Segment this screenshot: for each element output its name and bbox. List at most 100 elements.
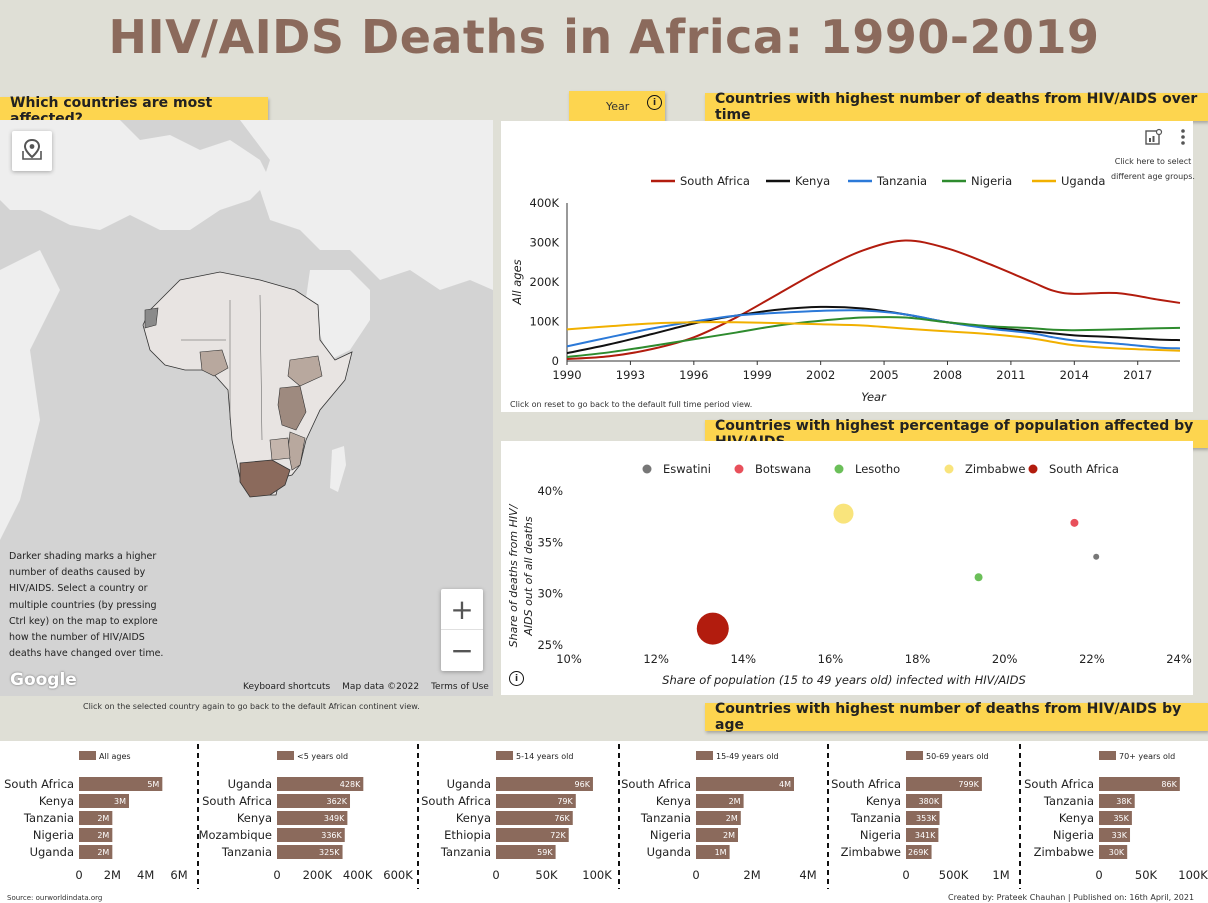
bar[interactable] [906,794,943,808]
bar[interactable] [906,828,939,842]
bar-category-label: South Africa [4,777,74,791]
bar-charts[interactable]: All ages South Africa 5M Kenya 3M Tanzania 2M N… [0,741,1208,903]
map-canvas[interactable] [0,120,493,696]
bar-value-label: 336K [321,831,342,840]
zoom-out-button[interactable]: − [450,633,474,667]
region-nigeria[interactable] [199,349,229,377]
region-ethiopia[interactable] [287,355,323,387]
legend-swatch[interactable] [834,464,844,474]
bar[interactable] [1099,828,1131,842]
bar[interactable] [79,828,113,842]
legend-label[interactable]: South Africa [680,174,750,188]
scatter-chart[interactable]: Eswatini Botswana Lesotho Zimbabwe South Afr… [501,455,1193,695]
y-tick-label: 400K [530,196,560,210]
africa-map[interactable] [0,120,493,696]
bar[interactable] [696,845,730,859]
info-icon[interactable]: i [647,95,662,110]
zoom-control: + − [441,589,483,671]
legend-swatch [1099,751,1116,760]
bar[interactable] [1099,811,1132,825]
map-note: Click on the selected country again to g… [83,702,420,711]
x-tick-label: 4M [799,868,816,882]
bar[interactable] [79,845,113,859]
bar[interactable] [496,828,569,842]
locate-button[interactable] [12,131,52,171]
bar-category-label: Kenya [237,811,272,825]
bar[interactable] [496,794,576,808]
bar-category-label: South Africa [831,777,901,791]
bar[interactable] [906,845,932,859]
line-chart[interactable]: South Africa Kenya Tanzania Nigeria Uganda01… [501,165,1193,410]
bar-category-label: Zimbabwe [841,845,901,859]
legend-label[interactable]: Eswatini [663,462,711,476]
scatter-point[interactable] [1070,518,1079,527]
dashboard-title: HIV/AIDS Deaths in Africa: 1990-2019 [108,10,1100,64]
bar[interactable] [277,777,364,791]
bar[interactable] [277,811,348,825]
bar[interactable] [496,845,556,859]
keyboard-shortcuts-link[interactable]: Keyboard shortcuts [243,682,331,692]
legend-label[interactable]: Nigeria [971,174,1012,188]
x-tick-label: 20% [992,652,1018,666]
bar[interactable] [277,794,351,808]
hint-line: Click here to select [1114,157,1192,166]
bar-value-label: 76K [554,814,570,823]
legend-label[interactable]: Lesotho [855,462,900,476]
x-axis-title: Year [861,390,887,404]
x-tick-label: 2017 [1123,368,1152,382]
x-tick-label: 16% [818,652,844,666]
bar[interactable] [79,794,129,808]
legend-swatch[interactable] [734,464,744,474]
legend-label[interactable]: Botswana [755,462,811,476]
bar-value-label: 38K [1116,797,1132,806]
bar[interactable] [906,777,982,791]
bar[interactable] [696,828,738,842]
bar[interactable] [277,828,345,842]
bar-value-label: 362K [326,797,347,806]
region-east-africa[interactable] [277,385,307,431]
legend-swatch[interactable] [1028,464,1038,474]
bar-value-label: 79K [557,797,573,806]
bar[interactable] [1099,777,1180,791]
bar-category-label: Tanzania [221,845,272,859]
bar[interactable] [496,777,593,791]
bar[interactable] [1099,845,1128,859]
year-filter-label: Year [606,100,630,113]
x-tick-label: 1993 [616,368,645,382]
region-south-africa[interactable] [239,459,291,498]
bar-value-label: 4M [779,780,791,789]
scatter-point[interactable] [974,573,983,582]
bar[interactable] [79,777,163,791]
bar[interactable] [696,777,794,791]
age-group-icon[interactable] [1145,128,1163,150]
zoom-in-button[interactable]: + [441,590,483,630]
more-options-icon[interactable] [1178,128,1188,150]
region-west-sahara[interactable] [144,307,159,329]
land-europe [0,120,270,230]
legend-label[interactable]: Tanzania [876,174,927,188]
bar[interactable] [906,811,940,825]
bar[interactable] [277,845,343,859]
scatter-point[interactable] [696,612,729,645]
legend-label[interactable]: South Africa [1049,462,1119,476]
legend-swatch[interactable] [944,464,954,474]
region-zimbabwe[interactable] [269,437,291,461]
bar[interactable] [1099,794,1135,808]
series-line[interactable] [566,321,1181,352]
legend-label[interactable]: Kenya [795,174,830,188]
bar[interactable] [696,794,744,808]
legend-label[interactable]: Uganda [1061,174,1105,188]
info-icon[interactable]: i [509,671,524,686]
bar[interactable] [696,811,741,825]
bar[interactable] [79,811,113,825]
bar-category-label: Mozambique [199,828,272,842]
legend-label[interactable]: Zimbabwe [965,462,1025,476]
series-line[interactable] [566,316,1181,359]
bar[interactable] [496,811,573,825]
scatter-point[interactable] [833,503,854,524]
legend-swatch[interactable] [642,464,652,474]
scatter-point[interactable] [1093,553,1100,560]
map-description-line: HIV/AIDS. Select a country or [9,583,148,595]
terms-of-use-link[interactable]: Terms of Use [431,682,489,692]
bars-panel-label: Countries with highest number of deaths … [705,701,1208,733]
